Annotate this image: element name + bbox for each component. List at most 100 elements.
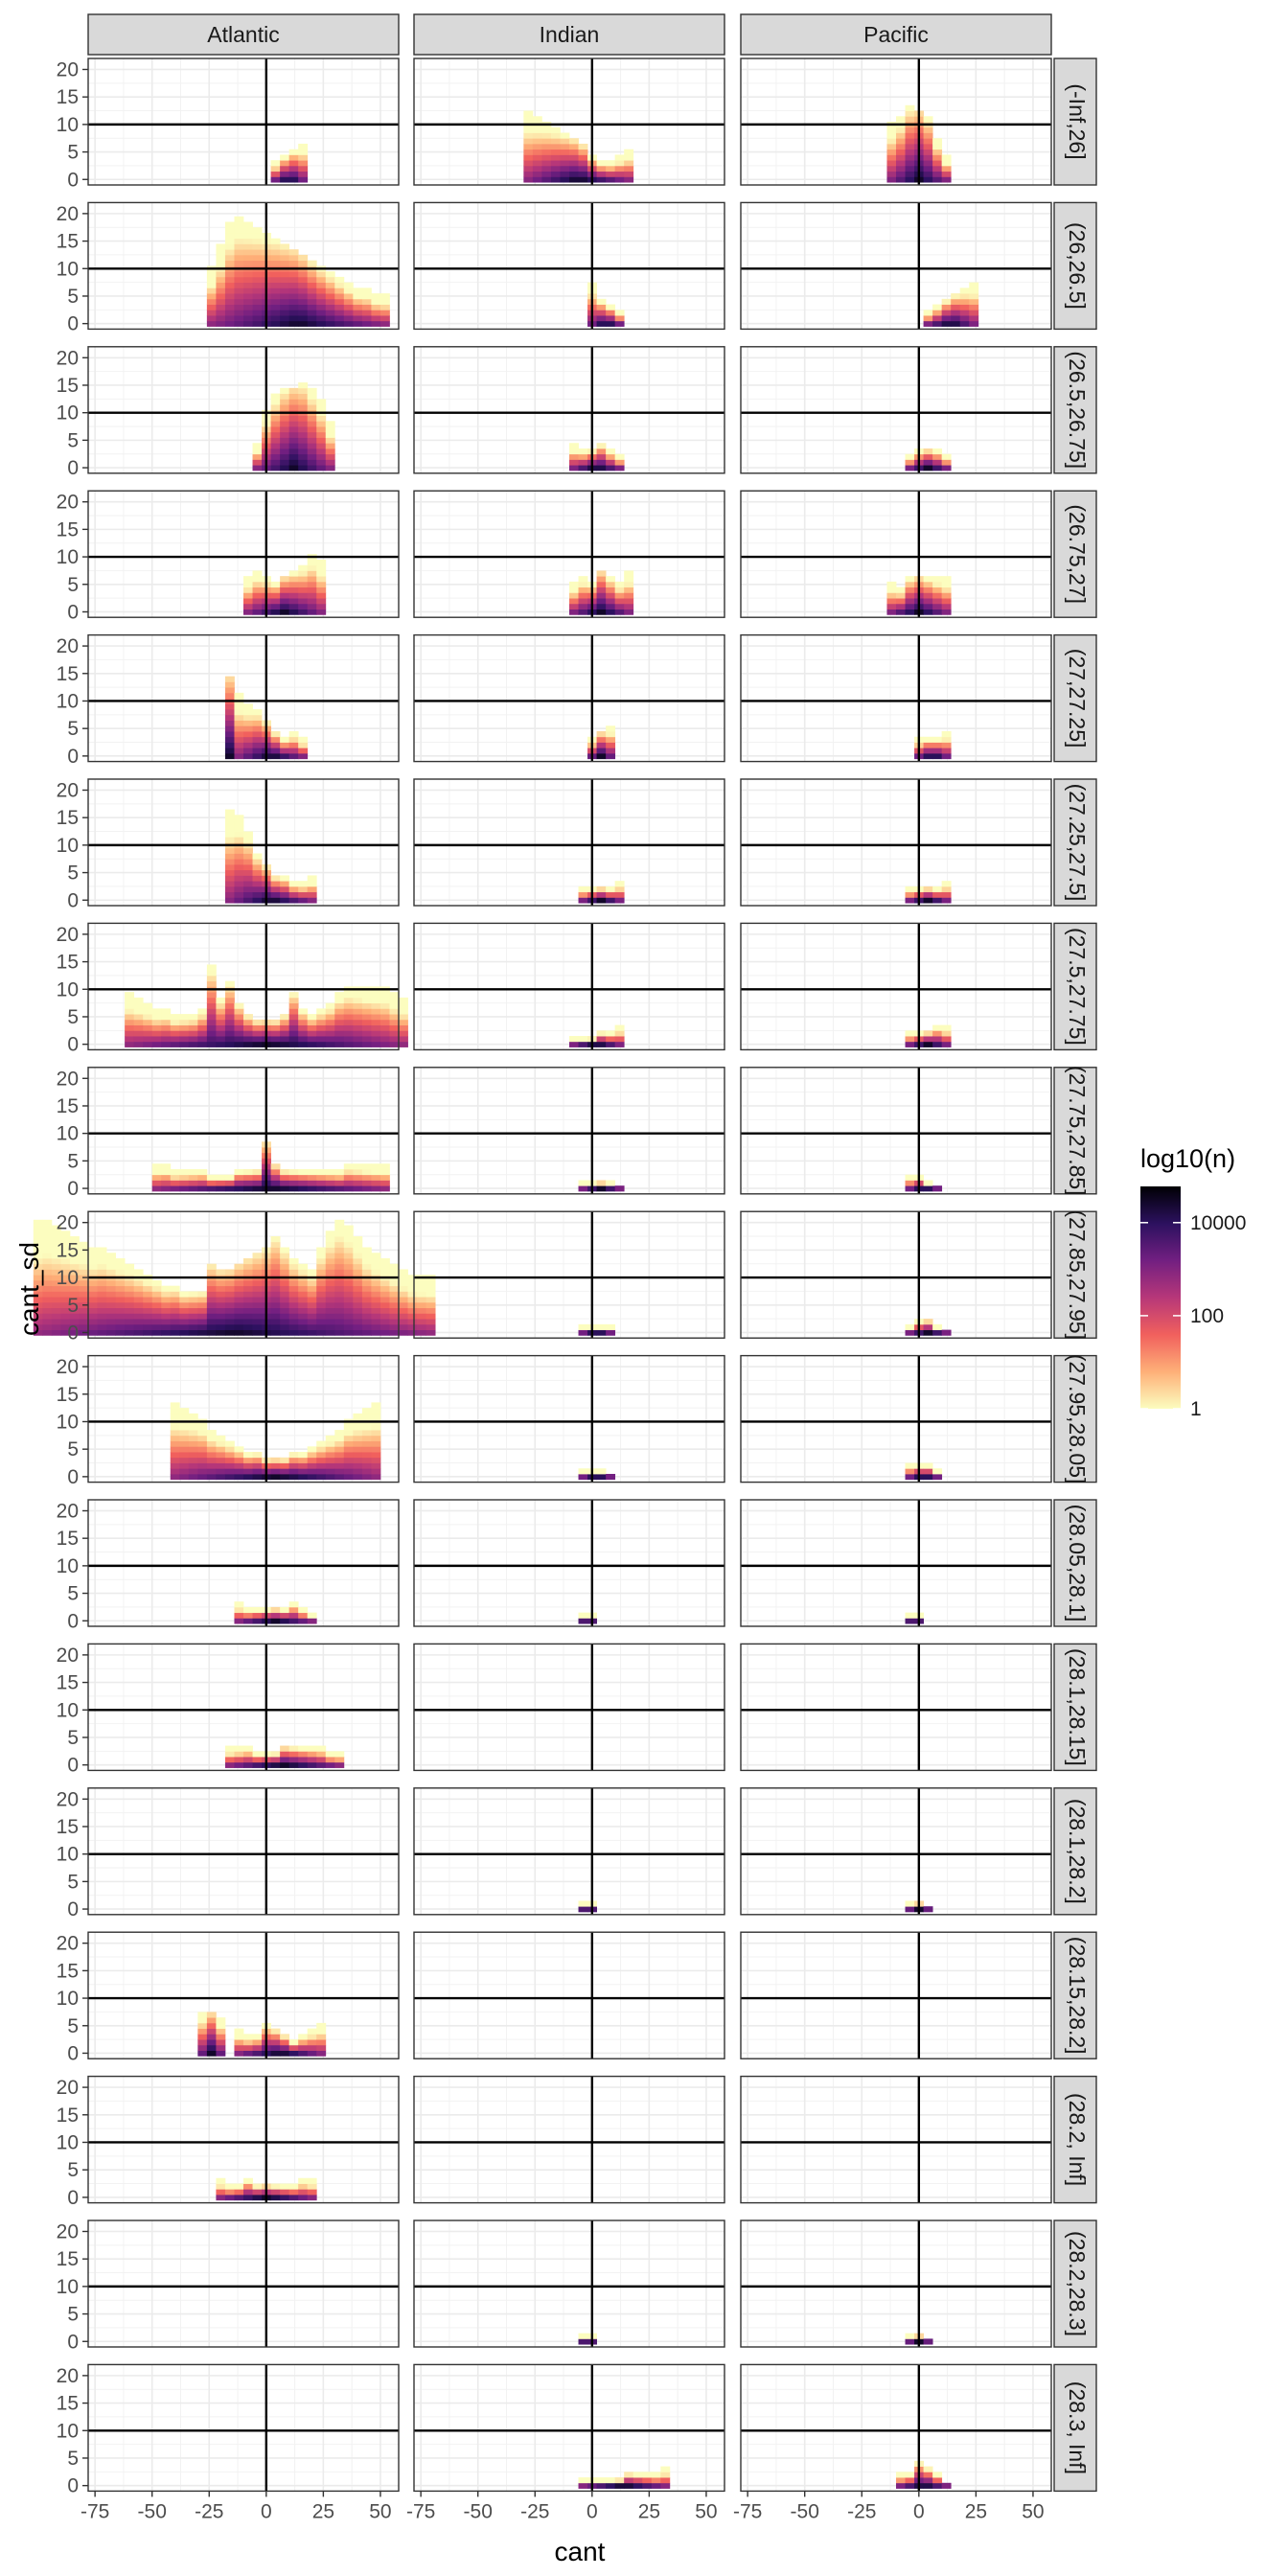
y-tick-label: 10 xyxy=(57,546,79,568)
heat-tile xyxy=(280,1269,290,1276)
heat-tile xyxy=(886,138,897,145)
heat-tile xyxy=(569,143,579,150)
heat-tile xyxy=(316,1307,327,1314)
row-strip-label: (27,27.25] xyxy=(1065,649,1090,748)
heat-tile xyxy=(569,443,579,449)
heat-tile xyxy=(79,1323,89,1330)
heat-tile xyxy=(316,570,327,577)
heat-tile xyxy=(42,1225,53,1231)
heat-tile xyxy=(270,298,281,305)
heat-tile xyxy=(79,1307,89,1314)
heat-tile xyxy=(353,1024,363,1031)
heat-tile xyxy=(307,875,317,882)
heat-tile xyxy=(206,310,217,316)
heat-tile xyxy=(569,603,579,610)
heat-tile xyxy=(133,1307,144,1314)
heat-tile xyxy=(307,260,317,266)
heat-tile xyxy=(280,459,290,466)
heat-tile xyxy=(280,260,290,266)
heat-tile xyxy=(325,1468,335,1475)
heat-tile xyxy=(905,459,915,466)
heat-tile xyxy=(325,315,335,322)
heat-tile xyxy=(523,110,534,117)
panel-background xyxy=(88,346,399,473)
heat-tile xyxy=(97,1279,107,1287)
heat-tile xyxy=(270,1263,281,1270)
heat-tile xyxy=(343,1014,354,1021)
y-tick-label: 15 xyxy=(57,2104,79,2127)
heat-tile xyxy=(606,1185,616,1192)
heat-tile xyxy=(224,1319,235,1325)
heat-tile xyxy=(51,1279,61,1287)
heat-tile xyxy=(941,171,952,177)
heat-tile xyxy=(252,2034,263,2040)
heat-tile xyxy=(197,1307,208,1314)
heat-tile xyxy=(115,1313,126,1320)
heat-tile xyxy=(224,703,235,710)
heat-tile xyxy=(216,2039,226,2046)
heat-tile xyxy=(224,875,235,882)
heat-tile xyxy=(298,431,309,438)
heat-tile xyxy=(234,1446,244,1453)
heat-tile xyxy=(179,1024,190,1031)
heat-tile xyxy=(334,1024,345,1031)
heat-tile xyxy=(224,1030,235,1037)
heat-tile xyxy=(234,881,244,887)
heat-tile xyxy=(606,897,616,904)
heat-tile xyxy=(578,1906,588,1913)
heat-tile xyxy=(298,886,309,893)
heat-tile xyxy=(216,320,226,327)
heat-tile xyxy=(243,853,253,860)
heat-tile xyxy=(234,752,244,760)
y-tick-label: 20 xyxy=(57,492,79,514)
heat-tile xyxy=(569,465,579,472)
heat-tile xyxy=(243,1761,253,1768)
panel-background xyxy=(741,1355,1051,1483)
heat-tile xyxy=(298,881,309,887)
heat-tile xyxy=(371,1301,381,1309)
heat-tile xyxy=(51,1301,61,1309)
heat-tile xyxy=(270,415,281,422)
heat-tile xyxy=(288,1263,299,1270)
heat-tile xyxy=(234,238,244,244)
y-tick-label: 5 xyxy=(67,2015,79,2037)
heat-tile xyxy=(343,1168,354,1176)
heat-tile xyxy=(106,1291,116,1298)
heat-tile xyxy=(97,1253,107,1259)
heat-tile xyxy=(334,293,345,300)
heat-tile xyxy=(288,581,299,588)
heat-tile xyxy=(188,1301,198,1309)
heat-tile xyxy=(316,282,327,288)
heat-tile xyxy=(280,897,290,904)
heat-tile xyxy=(288,1761,299,1768)
heat-tile xyxy=(280,426,290,433)
heat-tile xyxy=(932,160,943,167)
heat-tile xyxy=(307,1041,317,1047)
heat-tile xyxy=(280,1323,290,1330)
heat-tile xyxy=(307,1323,317,1330)
heat-tile xyxy=(361,1024,372,1031)
heat-tile xyxy=(380,1307,390,1314)
heat-tile xyxy=(941,1036,952,1043)
heat-tile xyxy=(216,1313,226,1320)
heat-tile xyxy=(523,154,534,161)
heat-tile xyxy=(606,171,616,177)
heat-tile xyxy=(280,598,290,605)
heat-tile xyxy=(270,282,281,288)
heat-tile xyxy=(170,1313,180,1320)
heat-tile xyxy=(161,1030,172,1037)
heat-tile xyxy=(343,298,354,305)
heat-tile xyxy=(288,453,299,460)
heat-tile xyxy=(923,598,933,605)
heat-tile xyxy=(307,320,317,327)
heat-tile xyxy=(170,1291,180,1298)
heat-tile xyxy=(206,1323,217,1330)
heat-tile xyxy=(179,1185,190,1192)
heat-tile xyxy=(252,1041,263,1047)
heat-tile xyxy=(307,570,317,577)
heat-tile xyxy=(298,1041,309,1047)
heat-tile xyxy=(325,1452,335,1459)
heat-tile xyxy=(270,1180,281,1186)
panel-background xyxy=(414,2076,724,2203)
panel-background xyxy=(414,1500,724,1626)
